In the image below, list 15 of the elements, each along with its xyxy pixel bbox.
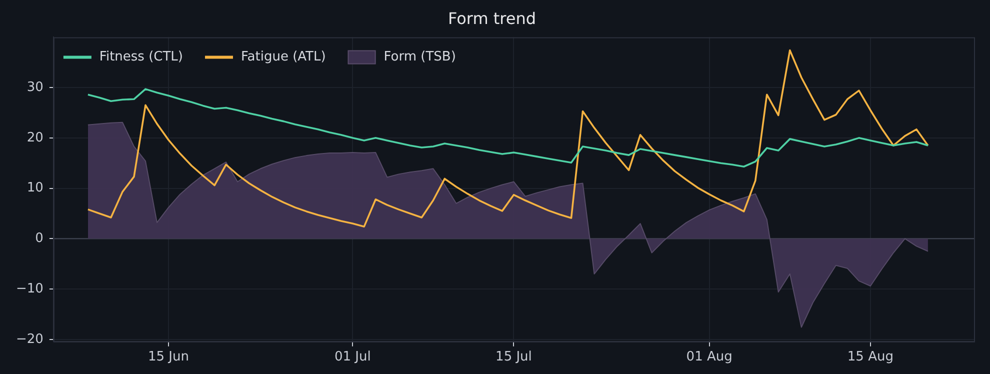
- y-tick-label: −10: [16, 281, 44, 296]
- y-tick-label: 0: [35, 231, 44, 246]
- x-tick-label: 15 Jun: [148, 350, 190, 365]
- legend-label: Fitness (CTL): [99, 50, 183, 65]
- y-tick-label: 10: [26, 180, 44, 196]
- x-tick-label: 01 Aug: [686, 350, 732, 365]
- y-tick-label: 20: [26, 130, 44, 146]
- chart-title: Form trend: [448, 8, 536, 28]
- x-tick-label: 15 Jul: [496, 350, 532, 365]
- y-tick-label: −20: [16, 332, 44, 347]
- legend-label: Form (TSB): [384, 50, 456, 65]
- y-tick-label: 30: [26, 80, 44, 95]
- x-tick-label: 01 Jul: [334, 350, 371, 365]
- x-tick-label: 15 Aug: [847, 350, 894, 365]
- legend-label: Fatigue (ATL): [240, 50, 326, 65]
